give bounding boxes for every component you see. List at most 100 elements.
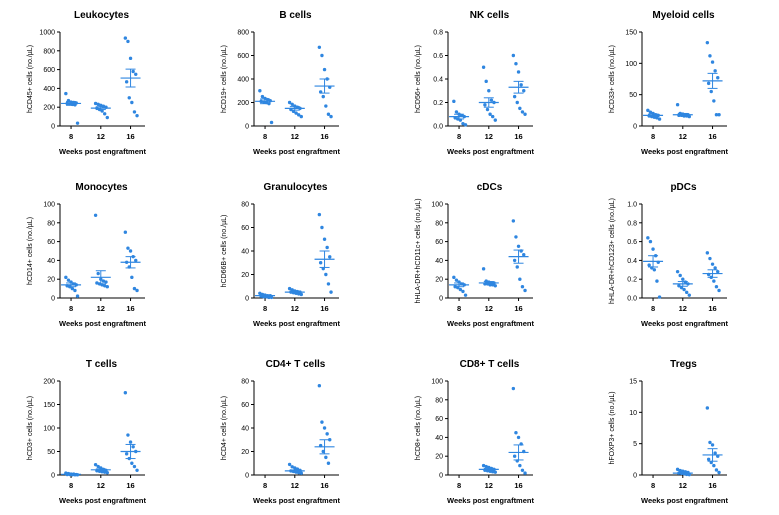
x-axis-label: Weeks post engraftment — [641, 319, 728, 328]
panel-granulocytes: Granulocytes 0 20 40 60 80 8 12 16 Weeks post eng… — [221, 182, 340, 328]
x-tick-label: 12 — [291, 481, 299, 490]
data-point — [96, 102, 100, 107]
data-point — [484, 79, 488, 84]
data-point — [493, 470, 497, 474]
data-point — [712, 463, 716, 468]
data-point — [329, 290, 333, 294]
x-tick-label: 8 — [263, 481, 267, 490]
data-point — [657, 117, 662, 121]
data-point — [709, 89, 713, 94]
x-tick-label: 12 — [97, 304, 105, 313]
y-axis-label: hFOXP3+ cells (no./µL) — [609, 391, 616, 464]
data-point — [713, 69, 717, 73]
data-point — [75, 294, 80, 298]
y-tick-label: 0 — [245, 473, 249, 480]
y-tick-label: 60 — [241, 225, 249, 232]
data-point — [463, 123, 468, 127]
data-point — [127, 96, 131, 100]
data-point — [512, 454, 517, 458]
y-axis-label: hHLA-DR+hCD11c+ cells (no./µL) — [415, 198, 422, 303]
data-point — [287, 462, 292, 467]
data-point — [324, 104, 328, 108]
data-point — [518, 463, 522, 468]
y-tick-label: 200 — [43, 379, 55, 386]
data-point — [710, 443, 715, 447]
panel-title: B cells — [279, 10, 312, 21]
data-point — [713, 451, 717, 455]
y-tick-label: 400 — [237, 77, 249, 84]
y-tick-label: 80 — [47, 220, 55, 227]
panel-title: Leukocytes — [74, 10, 129, 21]
data-point — [516, 244, 521, 248]
y-tick-label: 80 — [435, 220, 443, 227]
data-point — [682, 287, 686, 292]
x-axis-label: Weeks post engraftment — [253, 319, 340, 328]
y-tick-label: 0 — [51, 124, 55, 131]
data-point — [687, 293, 691, 297]
data-point — [317, 45, 322, 49]
data-point — [96, 271, 100, 276]
y-tick-label: 0.6 — [627, 239, 637, 246]
y-tick-label: 0.2 — [627, 277, 637, 284]
data-point — [717, 113, 721, 117]
y-tick-label: 0.6 — [433, 53, 443, 60]
y-tick-label: 60 — [241, 402, 249, 409]
data-point — [66, 278, 71, 282]
x-tick-label: 12 — [97, 132, 105, 141]
x-tick-label: 8 — [263, 132, 267, 141]
y-tick-label: 0.0 — [627, 296, 637, 303]
data-point — [520, 285, 525, 289]
panel-title: CD8+ T cells — [460, 359, 520, 370]
data-point — [328, 255, 332, 259]
data-point — [646, 108, 650, 113]
data-point — [514, 62, 518, 66]
data-point — [130, 100, 134, 105]
y-tick-label: 800 — [43, 48, 55, 55]
data-point — [487, 89, 491, 93]
y-tick-label: 0.4 — [433, 77, 443, 84]
data-point — [706, 457, 711, 462]
data-point — [716, 76, 720, 80]
data-point — [260, 94, 265, 99]
x-tick-label: 8 — [651, 304, 655, 313]
data-point — [714, 285, 719, 289]
data-point — [293, 466, 297, 470]
y-tick-label: 0 — [51, 296, 55, 303]
y-axis-label: hCD66B+ cells (no./µL) — [221, 215, 228, 288]
panel-leukocytes: Leukocytes 0 200 400 600 800 1000 8 12 16 Weeks po… — [27, 10, 146, 156]
data-point — [514, 235, 518, 239]
data-point — [135, 468, 139, 472]
data-point — [320, 225, 324, 230]
data-point — [485, 107, 490, 112]
data-point — [324, 455, 328, 460]
data-point — [104, 280, 108, 284]
y-axis-label: hCD4+ cells (no./µL) — [221, 396, 228, 460]
data-point — [652, 268, 657, 272]
x-axis-label: Weeks post engraftment — [59, 319, 146, 328]
x-tick-label: 8 — [651, 132, 655, 141]
data-point — [675, 102, 680, 107]
data-point — [70, 286, 75, 291]
x-axis-label: Weeks post engraftment — [447, 496, 534, 505]
data-point — [130, 461, 134, 465]
x-tick-label: 12 — [291, 304, 299, 313]
x-tick-label: 8 — [457, 304, 461, 313]
data-point — [325, 432, 329, 436]
data-point — [493, 284, 497, 288]
data-point — [514, 431, 518, 435]
x-tick-label: 16 — [320, 132, 328, 141]
y-tick-label: 0.2 — [433, 100, 443, 107]
data-point — [325, 245, 329, 250]
data-point — [716, 269, 720, 274]
data-point — [481, 267, 486, 271]
data-point — [126, 433, 130, 437]
x-tick-label: 8 — [651, 481, 655, 490]
data-point — [481, 463, 486, 468]
data-point — [128, 56, 133, 61]
y-tick-label: 60 — [435, 239, 443, 246]
data-point — [100, 109, 104, 113]
y-tick-label: 50 — [47, 449, 55, 456]
data-point — [321, 94, 325, 99]
panel-cd4-t-cells: CD4+ T cells 0 20 40 60 80 8 12 16 Weeks post eng… — [221, 359, 340, 505]
y-axis-label: hCD8+ cells (no./µL) — [415, 396, 422, 460]
